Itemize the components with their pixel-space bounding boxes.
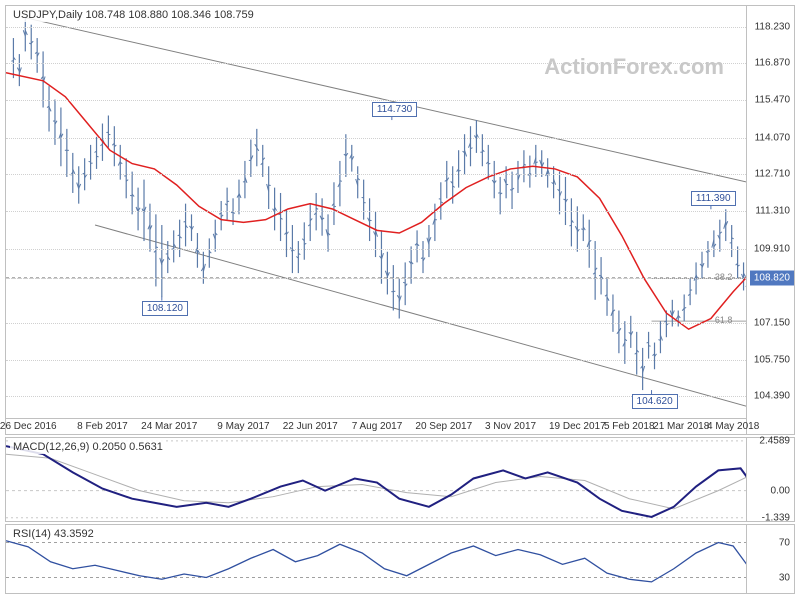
x-tick-label: 5 Feb 2018 [604,421,655,432]
y-tick-label: 109.910 [754,243,790,254]
y-tick-label: 107.150 [754,317,790,328]
y-tick-label: 118.230 [755,21,790,32]
price-label: 108.120 [142,301,188,316]
rsi-plot-area [6,525,746,593]
macd-y-axis: -1.339 0.00 2.4589 [746,438,794,521]
y-tick-label: 116.870 [755,57,790,68]
main-x-axis: 26 Dec 20168 Feb 201724 Mar 20179 May 20… [6,418,746,434]
rsi-title: RSI(14) 43.3592 [10,527,97,541]
price-label: 114.730 [372,102,417,117]
y-tick-label: 105.750 [754,354,790,365]
price-label: 104.620 [632,394,678,409]
y-tick-label: 30 [779,572,790,583]
y-tick-label: 2.4589 [759,435,790,446]
y-tick-label: 114.070 [755,132,790,143]
fib-label: 61.8 [715,315,733,325]
main-chart-title: USDJPY,Daily 108.748 108.880 108.346 108… [10,8,257,22]
y-tick-label: -1.339 [762,512,790,523]
y-tick-label: 0.00 [771,485,790,496]
x-tick-label: 20 Sep 2017 [415,421,472,432]
x-tick-label: 9 May 2017 [217,421,269,432]
x-tick-label: 24 Mar 2017 [141,421,197,432]
x-tick-label: 21 Mar 2018 [653,421,709,432]
y-tick-label: 115.470 [755,95,790,106]
x-tick-label: 4 May 2018 [707,421,759,432]
rsi-chart: RSI(14) 43.3592 30 70 [5,524,795,594]
fib-label: 38.2 [715,272,733,282]
rsi-chart-svg [6,525,746,593]
y-tick-label: 112.710 [755,169,790,180]
x-tick-label: 22 Jun 2017 [283,421,338,432]
current-price-tag: 108.820 [750,270,794,285]
y-tick-label: 111.310 [755,206,790,217]
y-tick-label: 70 [779,537,790,548]
main-y-axis: 104.390 105.750 107.150 108.820 109.910 111.3… [746,6,794,434]
x-tick-label: 7 Aug 2017 [352,421,403,432]
x-tick-label: 8 Feb 2017 [77,421,128,432]
macd-chart: MACD(12,26,9) 0.2050 0.5631 -1.339 0.00 2.… [5,437,795,522]
y-tick-label: 104.390 [754,391,790,402]
price-label: 111.390 [691,191,736,206]
main-price-chart: USDJPY,Daily 108.748 108.880 108.346 108… [5,5,795,435]
x-tick-label: 26 Dec 2016 [0,421,57,432]
rsi-y-axis: 30 70 [746,525,794,593]
x-tick-label: 19 Dec 2017 [549,421,606,432]
macd-title: MACD(12,26,9) 0.2050 0.5631 [10,440,166,454]
x-tick-label: 3 Nov 2017 [485,421,536,432]
watermark: ActionForex.com [544,54,724,80]
